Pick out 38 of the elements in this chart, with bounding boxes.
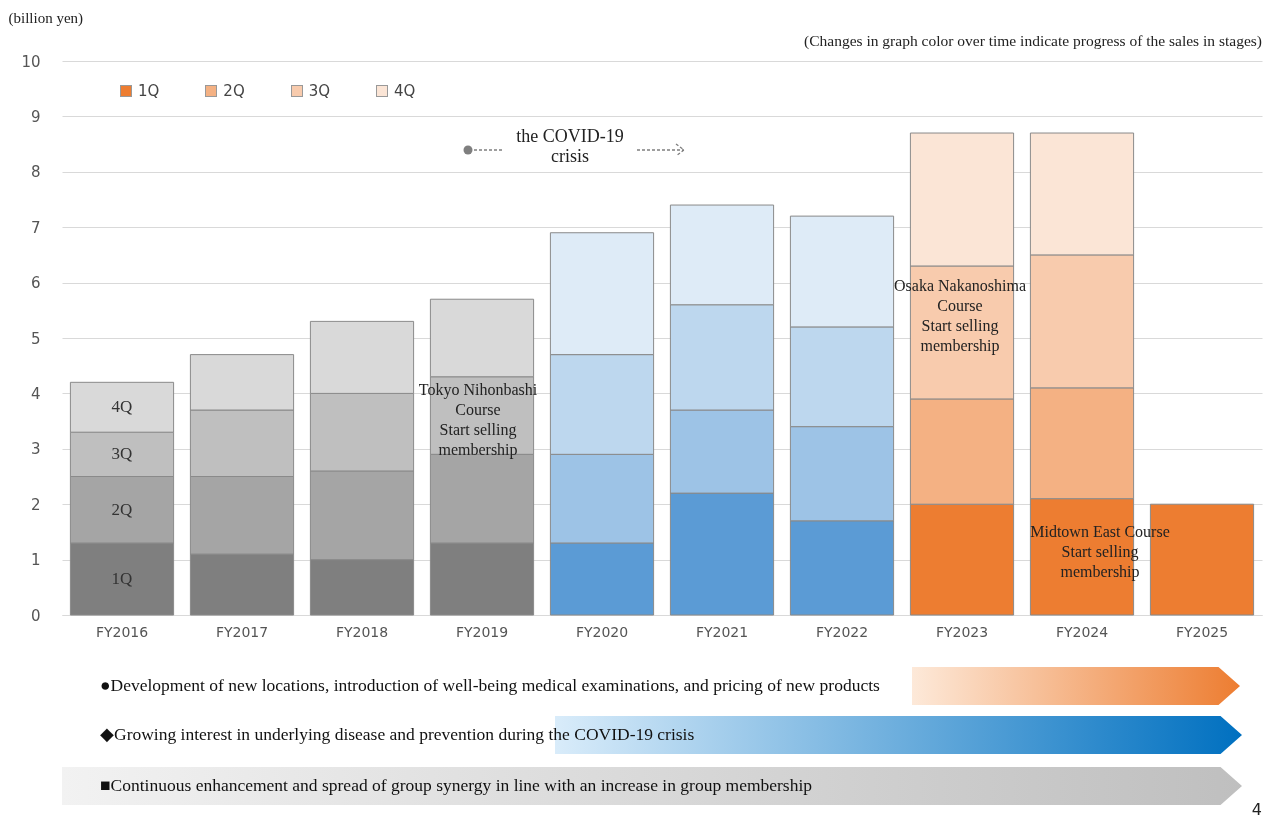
- text: ◆Growing interest in underlying disease and prevention during the COVID-19 crisis: [100, 724, 695, 745]
- y-tick-label: 3: [30, 440, 41, 459]
- x-tick-label: FY2019: [455, 623, 509, 640]
- legend-label: 3Q: [307, 82, 331, 100]
- x-tick-label: FY2020: [575, 623, 629, 640]
- y-tick-label: 7: [30, 218, 41, 237]
- text: 4Q: [111, 397, 133, 417]
- y-tick-label: 6: [30, 274, 41, 293]
- text: 3Q: [111, 444, 133, 464]
- text: 2Q: [111, 499, 133, 519]
- x-tick-label: FY2025: [1175, 623, 1229, 640]
- x-tick-label: FY2022: [815, 623, 869, 640]
- annotation: Tokyo Nihonbashi Course Start selling membership: [417, 380, 539, 460]
- x-tick-label: FY2023: [935, 623, 989, 640]
- y-axis-title: (billion yen): [8, 9, 84, 27]
- text: 1Q: [111, 568, 133, 588]
- y-tick-label: 2: [30, 495, 41, 514]
- x-tick-label: FY2021: [695, 623, 749, 640]
- x-tick-label: FY2016: [95, 623, 149, 640]
- y-tick-label: 5: [30, 329, 41, 348]
- legend-label: 1Q: [137, 82, 160, 100]
- y-tick-label: 4: [30, 384, 41, 403]
- text: 4: [1251, 800, 1262, 819]
- x-tick-label: FY2017: [215, 623, 269, 640]
- y-tick-label: 9: [30, 107, 41, 126]
- y-tick-label: 10: [21, 52, 41, 71]
- legend-label: 4Q: [393, 82, 416, 100]
- y-tick-label: 8: [30, 163, 41, 182]
- y-tick-label: 0: [30, 606, 41, 625]
- legend-label: 2Q: [222, 82, 245, 100]
- y-tick-label: 1: [30, 551, 41, 570]
- annotation: the COVID-19 crisis: [505, 126, 635, 166]
- text: ●Development of new locations, introduction of well-being medical examinations, and pricing of new products: [100, 675, 880, 696]
- annotation: Osaka Nakanoshima Course Start selling membership: [893, 276, 1027, 356]
- x-tick-label: FY2018: [335, 623, 389, 640]
- text: ■Continuous enhancement and spread of group synergy in line with an increase in group membership: [100, 775, 813, 796]
- chart-subtitle: (Changes in graph color over time indicate progress of the sales in stages): [804, 32, 1262, 50]
- x-tick-label: FY2024: [1055, 623, 1109, 640]
